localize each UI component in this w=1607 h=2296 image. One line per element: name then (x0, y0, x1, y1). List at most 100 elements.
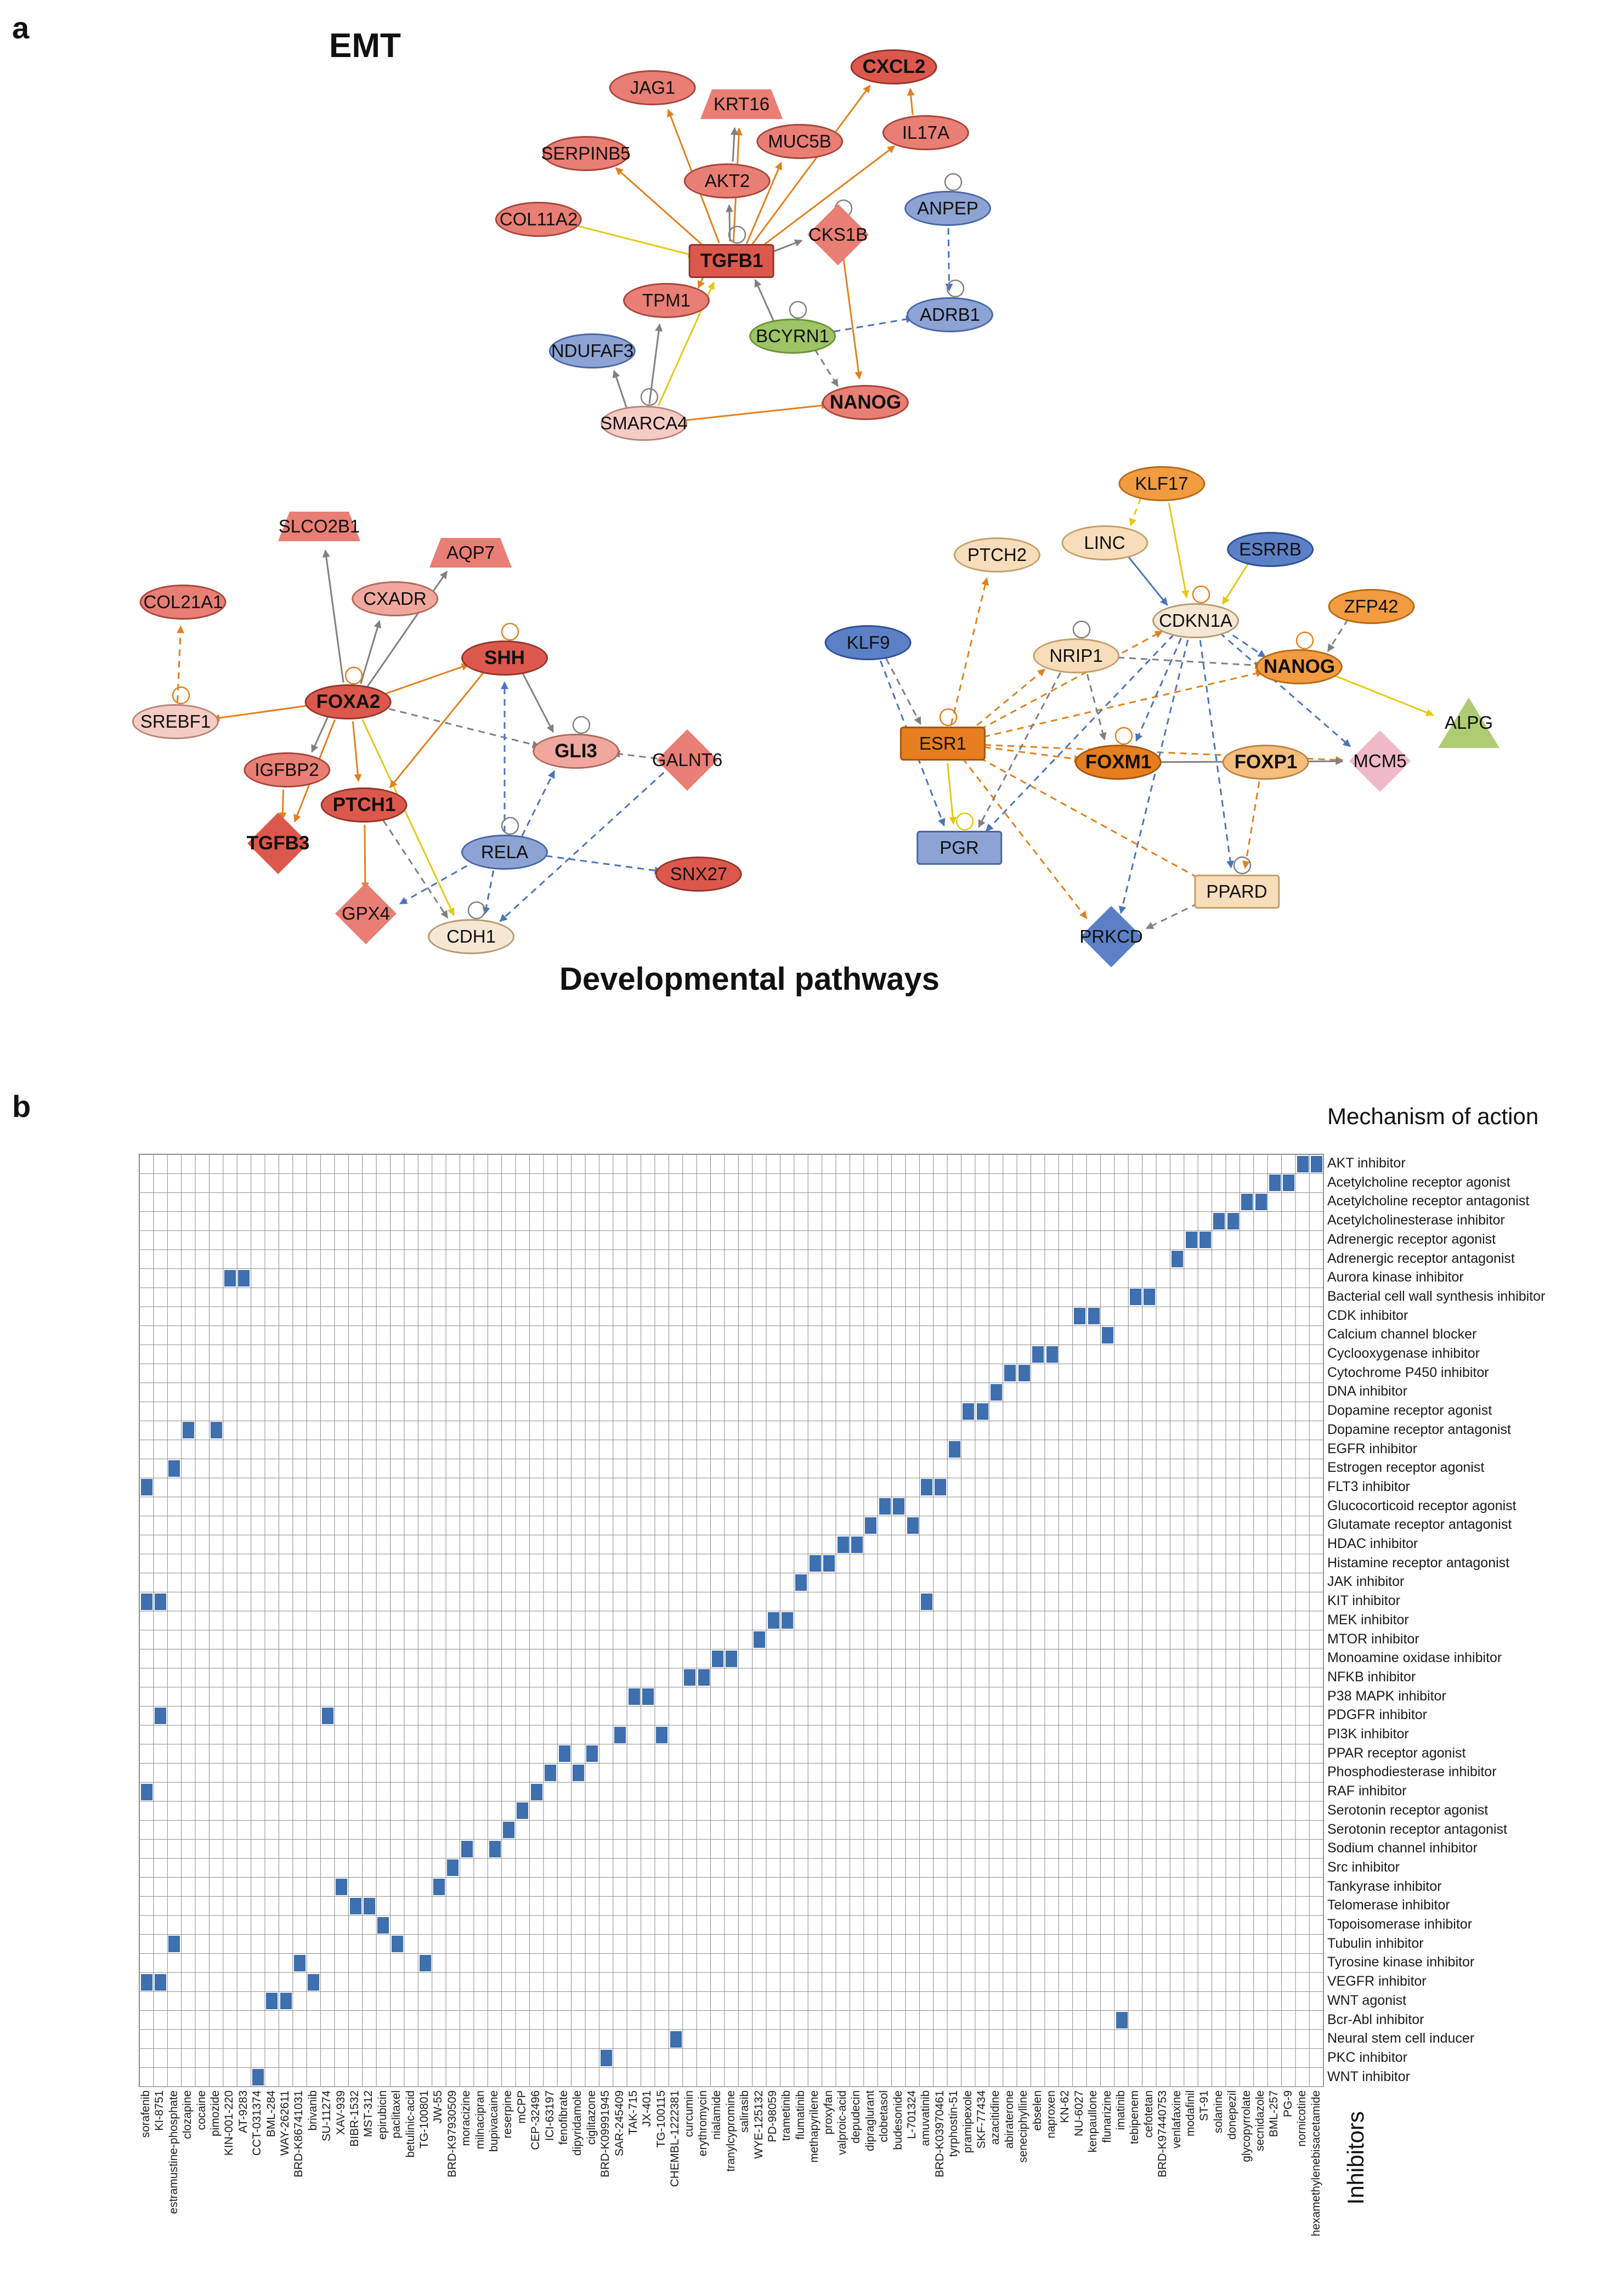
mechanism-label: Adrenergic receptor agonist (1327, 1231, 1496, 1247)
mechanism-label: NFKB inhibitor (1327, 1669, 1416, 1685)
inhibitor-label: ST-91 (1198, 2090, 1211, 2122)
matrix-cell (963, 1403, 975, 1420)
mechanism-label: Acetylcholinesterase inhibitor (1327, 1212, 1505, 1228)
matrix-cell (1102, 1326, 1114, 1343)
gene-node-bcyrn1: BCYRN1 (749, 319, 836, 354)
network-edge-cdkn1a-nanog (1223, 628, 1266, 658)
node-shape-oval (1118, 466, 1205, 501)
node-shape-rect (1194, 875, 1280, 909)
gene-node-linc: LINC (1061, 525, 1148, 560)
node-shape-oval (304, 684, 392, 719)
matrix-cell (252, 2069, 264, 2086)
gene-label: ALPG (1444, 712, 1493, 733)
mechanism-label: MEK inhibitor (1327, 1612, 1409, 1628)
inhibitor-label: budesonide (891, 2090, 904, 2150)
self-loop-foxa2 (344, 666, 363, 685)
inhibitor-label: tranylcypromine (724, 2090, 737, 2172)
mechanism-label: DNA inhibitor (1327, 1384, 1407, 1399)
inhibitor-label: trametinib (780, 2090, 793, 2141)
network-edge-anpep-adrb1 (945, 228, 953, 292)
gene-node-shh: SHH (461, 640, 548, 676)
node-shape-oval (132, 704, 219, 739)
inhibitor-label: fenofibrate (557, 2090, 570, 2145)
inhibitor-label: pimozide (209, 2090, 222, 2137)
node-shape-oval (542, 136, 629, 171)
matrix-cell (823, 1555, 835, 1572)
inhibitor-label: modafinil (1184, 2090, 1197, 2137)
matrix-cell (140, 1783, 152, 1800)
inhibitor-label: PG-9 (1281, 2090, 1294, 2118)
gene-node-cdkn1a: CDKN1A (1152, 603, 1239, 638)
matrix-cell (545, 1764, 557, 1781)
panel-a-letter: a (12, 10, 30, 45)
inhibitor-label: naproxen (1045, 2090, 1057, 2139)
mechanism-label: Dopamine receptor agonist (1327, 1403, 1492, 1419)
gene-node-col21a1: COL21A1 (140, 585, 227, 620)
gene-label: MUC5B (768, 131, 831, 151)
inhibitor-label: donepezil (1226, 2090, 1239, 2140)
matrix-cell (600, 2050, 612, 2067)
network-edge-esr1-nanog (972, 670, 1264, 740)
inhibitor-label: abiraterone (1003, 2090, 1016, 2149)
inhibitor-label: estramustine-phosphate (167, 2090, 180, 2214)
matrix-cell (1199, 1232, 1211, 1249)
mechanism-label: Bcr-Abl inhibitor (1327, 2011, 1424, 2027)
mechanism-label: Histamine receptor antagonist (1327, 1555, 1510, 1571)
network-edge-foxa2-igfbp2 (311, 716, 329, 753)
gene-label: ZFP42 (1344, 596, 1399, 616)
matrix-cell (754, 1631, 766, 1648)
network-edge-foxa2-shh (377, 663, 469, 698)
node-shape-oval (1327, 589, 1414, 624)
mechanism-label: JAK inhibitor (1327, 1574, 1405, 1590)
matrix-cell (698, 1669, 710, 1686)
network-edge-rela-cdh1 (482, 870, 495, 915)
inhibitor-label: proxyfan (822, 2090, 835, 2135)
gene-label: FOXM1 (1085, 751, 1152, 773)
network-edge-klf17-cdkn1a (1168, 502, 1190, 598)
inhibitor-label: dipyridamole (571, 2090, 584, 2156)
inhibitor-label: BRD-K03970461 (933, 2090, 946, 2178)
inhibitor-label: BRD-K97930509 (445, 2090, 459, 2178)
matrix-cell (781, 1612, 793, 1629)
inhibitor-label: AT-9283 (236, 2090, 250, 2133)
matrix-cell (140, 1593, 152, 1610)
inhibitor-label: flumatinib (794, 2090, 807, 2140)
inhibitor-label: KIN-001-220 (223, 2090, 236, 2156)
gene-label: GLI3 (554, 740, 597, 762)
node-shape-oval (1256, 649, 1343, 684)
self-loop-nrip1 (1072, 620, 1091, 639)
inhibitor-label: PD-98059 (766, 2090, 779, 2142)
matrix-cell (1311, 1155, 1323, 1172)
inhibitor-label: L-701324 (906, 2090, 918, 2139)
matrix-cell (795, 1574, 807, 1591)
matrix-cell (726, 1650, 738, 1667)
gene-label: KLF17 (1135, 473, 1189, 494)
gene-node-alpg: ALPG (1438, 698, 1500, 748)
gene-node-jag1: JAG1 (609, 70, 696, 105)
gene-node-muc5b: MUC5B (756, 124, 843, 159)
network-edge-foxa2-slco2b1 (322, 549, 344, 683)
node-shape-oval (461, 835, 548, 870)
matrix-cell (1297, 1155, 1309, 1172)
mechanism-label: Acetylcholine receptor agonist (1327, 1174, 1510, 1190)
matrix-cell (1116, 2012, 1128, 2028)
matrix-cell (502, 1822, 514, 1838)
matrix-cell (1227, 1212, 1239, 1229)
matrix-cell (1004, 1365, 1016, 1382)
self-loop-ppard (1233, 856, 1252, 875)
mechanism-label: Calcium channel blocker (1327, 1326, 1477, 1342)
mechanism-label: Neural stem cell inducer (1327, 2031, 1475, 2046)
gene-label: TPM1 (642, 290, 691, 310)
matrix-cell (182, 1422, 194, 1439)
mechanism-label: Adrenergic receptor antagonist (1327, 1250, 1515, 1266)
node-shape-oval (882, 115, 969, 150)
node-shape-oval (822, 385, 909, 420)
matrix-cell (1018, 1365, 1030, 1382)
node-shape-oval (1222, 745, 1309, 780)
mechanism-label: Cyclooxygenase inhibitor (1327, 1346, 1480, 1361)
gene-node-ptch1: PTCH1 (321, 787, 408, 823)
matrix-cell (656, 1726, 668, 1743)
gene-label: PRKCD (1079, 926, 1143, 946)
gene-label: SREBF1 (140, 711, 211, 732)
inhibitor-label: TAK-715 (627, 2090, 640, 2135)
